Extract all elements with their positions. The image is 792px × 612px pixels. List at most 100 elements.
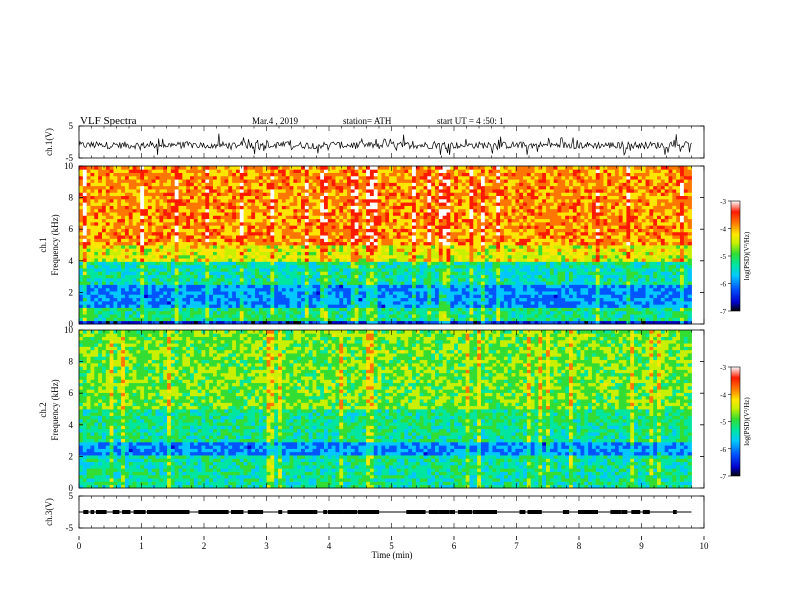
spectrogram-cell [346, 205, 352, 210]
spectrogram-cell [396, 251, 401, 256]
spectrogram-cell [128, 228, 133, 233]
spectrogram-cell [243, 235, 248, 239]
spectrogram-cell [274, 198, 279, 203]
spectrogram-cell [174, 235, 179, 239]
spectrogram-cell [178, 182, 183, 187]
spectrogram-cell [457, 294, 463, 299]
spectrogram-cell [369, 294, 375, 299]
spectrogram-cell [144, 320, 149, 325]
spectrogram-cell [151, 317, 156, 322]
spectrogram-cell [377, 192, 382, 197]
spectrogram-cell [209, 294, 214, 299]
spectrogram-cell [331, 238, 336, 243]
spectrogram-cell [262, 205, 267, 210]
spectrogram-cell [190, 238, 195, 243]
spectrogram-cell [101, 212, 107, 216]
spectrogram-cell [258, 218, 264, 223]
spectrogram-cell [232, 264, 237, 269]
spectrogram-cell [167, 307, 172, 312]
spectrogram-cell [205, 218, 210, 223]
spectrogram-cell [170, 258, 176, 262]
spectrogram-cell [132, 238, 137, 243]
spectrogram-cell [381, 314, 386, 318]
spectrogram-cell [163, 241, 168, 246]
spectrogram-cell [350, 198, 356, 203]
spectrogram-cell [201, 195, 206, 200]
spectrogram-cell [186, 294, 191, 299]
spectrogram-cell [389, 297, 394, 302]
spectrogram-cell [343, 281, 348, 285]
spectrogram-cell [212, 291, 218, 295]
spectrogram-cell [412, 268, 417, 272]
spectrogram-cell [308, 182, 313, 187]
spectrogram-cell [255, 212, 260, 216]
spectrogram-cell [136, 235, 141, 239]
spectrogram-cell [423, 274, 428, 279]
spectrogram-cell [239, 297, 245, 302]
spectrogram-cell [415, 264, 421, 269]
spectrogram-cell [392, 261, 398, 266]
spectrogram-cell [190, 175, 195, 180]
spectrogram-cell [216, 284, 222, 289]
spectrogram-cell [113, 231, 118, 236]
spectrogram-cell [220, 254, 225, 259]
spectrogram-cell [170, 235, 176, 239]
spectrogram-cell [308, 251, 313, 256]
spectrogram-cell [121, 231, 126, 236]
spectrogram-cell [289, 228, 294, 233]
spectrogram-cell [304, 192, 310, 197]
spectrogram-cell [335, 166, 340, 170]
spectrogram-cell [243, 251, 248, 256]
spectrogram-cell [94, 320, 99, 325]
spectrogram-cell [446, 198, 451, 203]
spectrogram-cell [457, 215, 463, 220]
spectrogram-cell [327, 195, 333, 200]
spectrogram-cell [274, 192, 279, 197]
spectrogram-cell [258, 238, 264, 243]
spectrogram-cell [239, 264, 245, 269]
spectrogram-cell [362, 182, 367, 187]
spectrogram-cell [170, 169, 176, 173]
spectrogram-cell [335, 300, 340, 305]
spectrogram-cell [190, 261, 195, 266]
spectrogram-cell [461, 281, 467, 285]
spectrogram-cell [392, 215, 398, 220]
spectrogram-cell [324, 166, 329, 170]
spectrogram-cell [163, 235, 168, 239]
spectrogram-cell [335, 198, 340, 203]
spectrogram-cell [419, 307, 424, 312]
spectrogram-cell [278, 307, 283, 312]
spectrogram-cell [358, 284, 363, 289]
spectrogram-cell [415, 166, 421, 170]
spectrogram-cell [193, 192, 199, 197]
spectrogram-cell [335, 175, 340, 180]
spectrogram-cell [362, 268, 367, 272]
spectrogram-cell [101, 277, 107, 282]
spectrogram-cell [170, 225, 176, 229]
spectrogram-cell [101, 182, 107, 187]
spectrogram-cell [266, 258, 271, 262]
spectrogram-cell [385, 245, 390, 249]
spectrogram-cell [79, 175, 84, 180]
spectrogram-cell [343, 251, 348, 256]
spectrogram-cell [232, 208, 237, 213]
spectrogram-cell [285, 198, 290, 203]
spectrogram-cell [312, 258, 317, 262]
spectrogram-cell [274, 238, 279, 243]
spectrogram-cell [346, 241, 352, 246]
spectrogram-cell [178, 274, 183, 279]
spectrogram-cell [167, 245, 172, 249]
spectrogram-cell [174, 221, 179, 226]
spectrogram-cell [465, 314, 470, 318]
spectrogram-cell [457, 218, 463, 223]
spectrogram-cell [327, 317, 333, 322]
spectrogram-cell [312, 281, 317, 285]
spectrogram-cell [140, 231, 145, 236]
spectrogram-cell [201, 300, 206, 305]
spectrogram-cell [167, 304, 172, 308]
spectrogram-cell [124, 195, 130, 200]
spectrogram-cell [159, 198, 164, 203]
spectrogram-cell [182, 248, 187, 252]
spectrogram-cell [190, 212, 195, 216]
spectrogram-cell [132, 231, 137, 236]
